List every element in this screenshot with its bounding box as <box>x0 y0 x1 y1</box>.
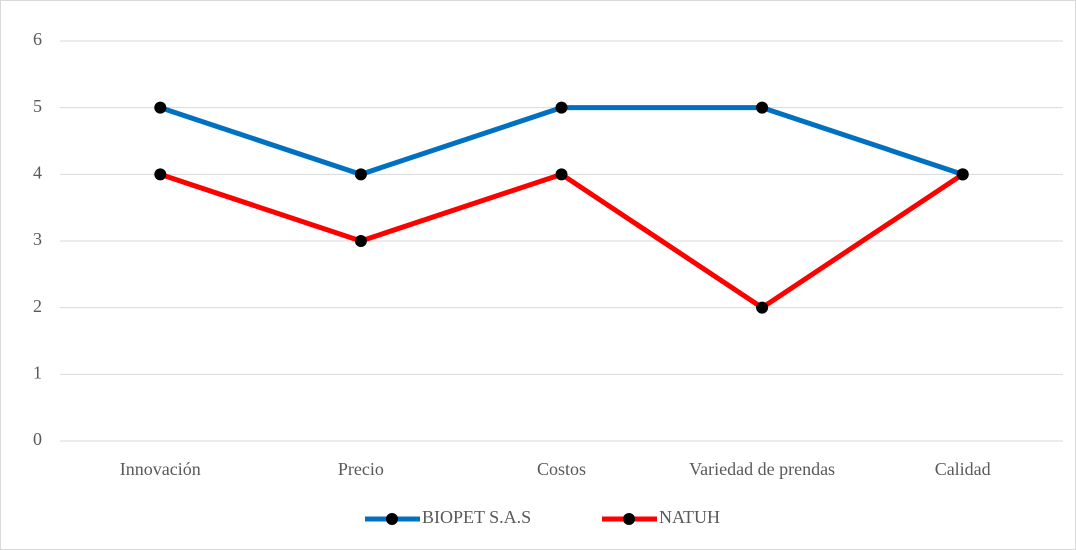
legend-marker <box>623 513 635 525</box>
x-tick-label: Calidad <box>935 459 991 479</box>
data-point <box>154 101 167 114</box>
data-point <box>555 101 568 114</box>
x-tick-label: Variedad de prendas <box>689 459 835 479</box>
data-point <box>354 235 367 247</box>
y-tick-label: 2 <box>33 296 42 316</box>
y-tick-label: 3 <box>33 229 42 249</box>
data-point <box>154 168 167 181</box>
x-tick-label: Costos <box>537 459 586 479</box>
data-point <box>956 168 969 181</box>
data-point <box>555 168 568 181</box>
data-point <box>354 168 367 181</box>
x-tick-label: Innovación <box>120 459 201 479</box>
data-point <box>756 301 769 314</box>
legend-marker <box>386 513 398 525</box>
y-tick-label: 6 <box>33 29 42 49</box>
y-tick-label: 0 <box>33 429 42 449</box>
data-point <box>756 101 769 114</box>
y-tick-label: 4 <box>33 162 42 182</box>
y-tick-label: 5 <box>33 96 42 116</box>
legend-label: NATUH <box>659 507 720 527</box>
y-tick-label: 1 <box>33 362 42 382</box>
x-tick-label: Precio <box>338 459 384 479</box>
legend-label: BIOPET S.A.S <box>422 507 531 527</box>
